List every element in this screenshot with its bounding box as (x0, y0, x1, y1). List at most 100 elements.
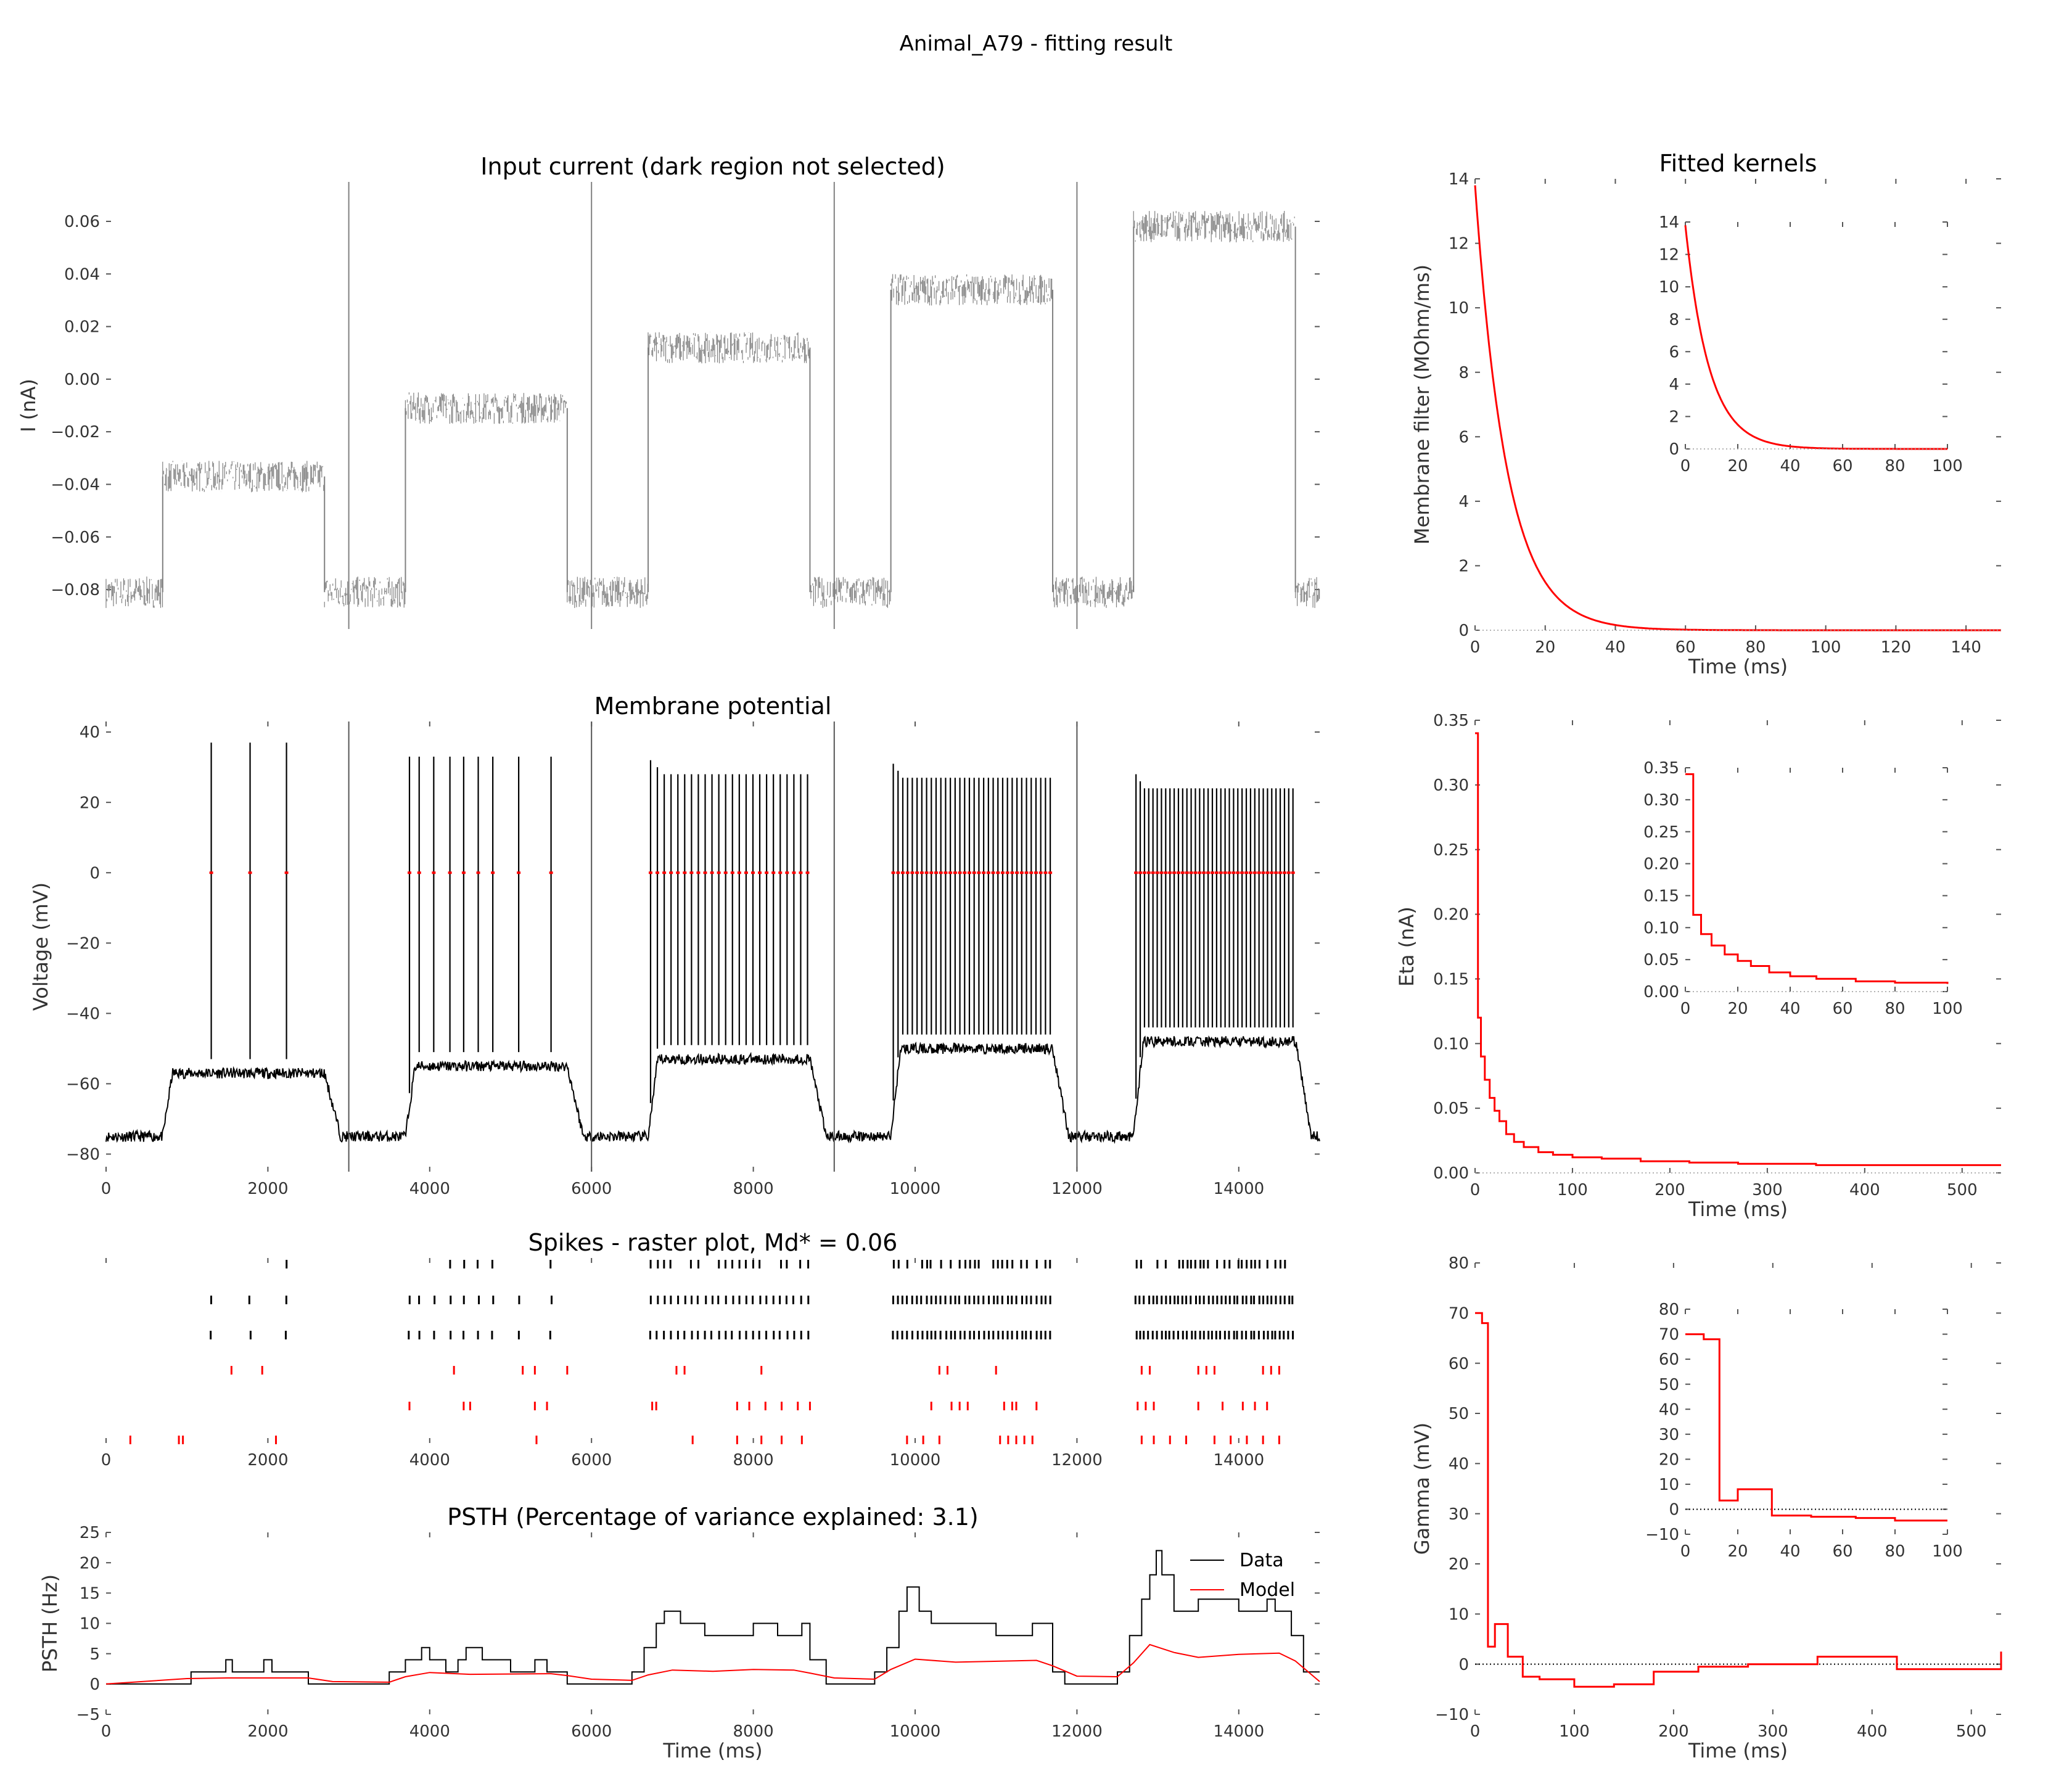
current-segment (324, 577, 406, 608)
xtick-label: 500 (1947, 1181, 1978, 1199)
ytick-label: 14 (1449, 170, 1469, 189)
xtick-label: 12000 (1051, 1180, 1103, 1198)
ytick-label: 4 (1458, 493, 1469, 511)
inset-xtick-label: 0 (1680, 1542, 1691, 1561)
xtick-label: 6000 (571, 1722, 612, 1741)
xtick-label: 100 (1557, 1181, 1588, 1199)
xtick-label: 10000 (890, 1722, 941, 1741)
inset-ytick-label: 50 (1659, 1376, 1679, 1394)
ytick-label: 2 (1458, 557, 1469, 576)
ytick-label: −20 (66, 934, 100, 953)
inset-ytick-label: 0.30 (1643, 791, 1679, 810)
inset-gamma-line (1685, 1333, 1947, 1522)
inset-ytick-label: −10 (1645, 1526, 1679, 1544)
xtick-label: 0 (101, 1722, 112, 1741)
ytick-label: 0.04 (64, 265, 100, 284)
current-segment (162, 461, 324, 493)
xtick-label: 60 (1675, 638, 1696, 657)
inset-eta-line (1685, 773, 1949, 984)
inset-xtick-label: 40 (1780, 457, 1800, 475)
inset-xtick-label: 0 (1680, 1000, 1691, 1018)
inset-xtick-label: 100 (1932, 1000, 1963, 1018)
ytick-label: 20 (80, 1554, 100, 1572)
ytick-label: 40 (80, 723, 100, 742)
inset-xtick-label: 80 (1885, 1000, 1905, 1018)
ytick-label: −0.02 (51, 423, 100, 442)
xtick-label: 8000 (733, 1451, 774, 1470)
y-axis-label: Membrane filter (MOhm/ms) (1410, 265, 1434, 545)
xtick-label: 4000 (409, 1180, 450, 1198)
inset-ytick-label: 8 (1669, 311, 1679, 329)
xtick-label: 10000 (890, 1451, 941, 1470)
ytick-label: 60 (1449, 1355, 1469, 1373)
ytick-label: 50 (1449, 1405, 1469, 1423)
inset-ytick-label: 0.00 (1643, 983, 1679, 1001)
y-axis-label: PSTH (Hz) (38, 1574, 62, 1672)
gamma-line (1475, 1312, 2002, 1688)
xtick-label: 0 (1470, 1722, 1481, 1741)
x-axis-label: Time (ms) (1688, 1198, 1788, 1221)
xtick-label: 14000 (1213, 1451, 1264, 1470)
ytick-label: 15 (80, 1584, 100, 1603)
y-axis-label: Voltage (mV) (29, 882, 52, 1011)
current-segment (105, 576, 163, 608)
inset-ytick-label: 0.20 (1643, 855, 1679, 874)
inset-membrane-filter-line (1684, 225, 1947, 450)
inset-xtick-label: 80 (1885, 457, 1905, 475)
inset-ytick-label: 0.05 (1643, 951, 1679, 969)
ytick-label: 0.35 (1433, 712, 1469, 730)
xtick-label: 0 (1470, 638, 1481, 657)
xtick-label: 300 (1758, 1722, 1788, 1741)
membrane-filter-line (1474, 185, 2001, 631)
ytick-label: 6 (1458, 428, 1469, 446)
ytick-label: 0.06 (64, 213, 100, 231)
legend-label-data: Data (1240, 1550, 1284, 1571)
ytick-label: 0.05 (1433, 1100, 1469, 1118)
xtick-label: 4000 (409, 1451, 450, 1470)
xtick-label: 2000 (247, 1180, 288, 1198)
ytick-label: −0.06 (51, 528, 100, 547)
xtick-label: 300 (1752, 1181, 1783, 1199)
inset-ytick-label: 70 (1659, 1326, 1679, 1344)
inset-xtick-label: 20 (1727, 1542, 1748, 1561)
xtick-label: 40 (1605, 638, 1626, 657)
inset-ytick-label: 10 (1659, 1476, 1679, 1494)
xtick-label: 2000 (247, 1722, 288, 1741)
ytick-label: 10 (1449, 299, 1469, 318)
inset-ytick-label: 10 (1659, 278, 1679, 297)
chart-title: Membrane potential (594, 693, 832, 720)
voltage-trace (105, 1035, 1320, 1144)
current-segment (648, 332, 810, 364)
eta-line (1475, 732, 2001, 1166)
figure-suptitle: Animal_A79 - fitting result (900, 31, 1173, 56)
ytick-label: −0.08 (51, 581, 100, 599)
x-axis-label: Time (ms) (1688, 655, 1788, 678)
xtick-label: 20 (1535, 638, 1555, 657)
xtick-label: 2000 (247, 1451, 288, 1470)
xtick-label: 100 (1811, 638, 1841, 657)
xtick-label: 10000 (890, 1180, 941, 1198)
chart-title: Input current (dark region not selected) (480, 153, 945, 180)
ytick-label: 0.02 (64, 318, 100, 337)
inset-xtick-label: 40 (1780, 1542, 1800, 1561)
inset-ytick-label: 0 (1669, 440, 1679, 459)
x-axis-label: Time (ms) (662, 1739, 762, 1762)
inset-ytick-label: 12 (1659, 246, 1679, 265)
inset-xtick-label: 40 (1780, 1000, 1800, 1018)
inset-ytick-label: 14 (1659, 213, 1679, 232)
ytick-label: 10 (80, 1615, 100, 1634)
ytick-label: 0 (89, 1675, 100, 1694)
y-axis-label: Gamma (mV) (1410, 1423, 1434, 1555)
ytick-label: −5 (76, 1706, 100, 1724)
ytick-label: 20 (1449, 1555, 1469, 1574)
xtick-label: 500 (1956, 1722, 1987, 1741)
ytick-label: 40 (1449, 1455, 1469, 1473)
ytick-label: −40 (66, 1005, 100, 1023)
ytick-label: 0.10 (1433, 1035, 1469, 1053)
ytick-label: 0.25 (1433, 841, 1469, 860)
xtick-label: 8000 (733, 1180, 774, 1198)
inset-ytick-label: 0.10 (1643, 919, 1679, 937)
xtick-label: 0 (1470, 1181, 1481, 1199)
xtick-label: 14000 (1213, 1180, 1264, 1198)
current-segment (1295, 577, 1320, 608)
